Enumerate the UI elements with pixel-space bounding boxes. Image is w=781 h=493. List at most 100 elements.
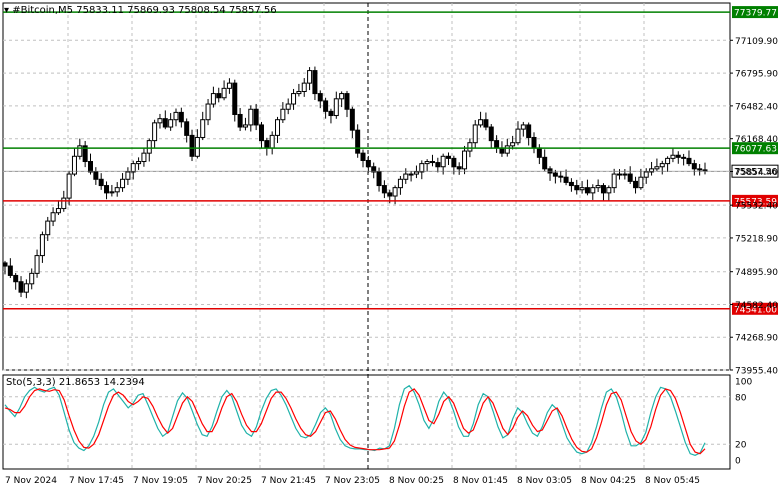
price-tick-label: 75218.90 xyxy=(735,234,778,244)
candle-body xyxy=(456,166,462,170)
candle-body xyxy=(258,124,264,142)
candle-body xyxy=(638,176,644,189)
price-tick-label: 75532.40 xyxy=(735,202,778,212)
candle-body xyxy=(82,145,88,163)
candle-body xyxy=(451,157,457,168)
candle-body xyxy=(194,136,200,157)
stoch-tick-label: 20 xyxy=(735,441,747,451)
candle-body xyxy=(633,180,639,189)
candle-body xyxy=(622,173,628,176)
candle-body xyxy=(120,178,126,189)
candle-body xyxy=(98,178,104,187)
time-tick-label: 7 Nov 17:45 xyxy=(69,476,124,486)
candle-body xyxy=(307,70,313,84)
stoch-signal-line xyxy=(4,388,706,455)
time-tick-label: 7 Nov 21:45 xyxy=(261,476,316,486)
candle-body xyxy=(291,93,297,105)
price-tick-label: 74268.90 xyxy=(735,334,778,344)
candle-body xyxy=(275,119,281,136)
candle-body xyxy=(531,136,537,149)
time-axis: 7 Nov 2024 7 Nov 17:45 7 Nov 19:05 7 Nov 20… xyxy=(5,476,700,486)
candle-body xyxy=(317,93,323,102)
candle-body xyxy=(189,134,195,157)
candle-body xyxy=(173,111,179,121)
candle-body xyxy=(323,100,329,112)
candle-body xyxy=(494,140,500,149)
price-tick-label: 76168.40 xyxy=(735,135,778,145)
candle-body xyxy=(590,187,596,194)
candle-body xyxy=(285,103,291,110)
candle-body xyxy=(365,159,371,168)
candle-body xyxy=(440,155,446,168)
candle-body xyxy=(109,191,115,194)
level-label-bg xyxy=(732,6,778,19)
candles xyxy=(2,66,708,299)
candle-body xyxy=(483,119,489,128)
candle-body xyxy=(104,185,110,194)
candle-body xyxy=(55,208,61,214)
candle-body xyxy=(446,155,452,159)
candle-body xyxy=(563,176,569,183)
candle-body xyxy=(312,70,318,95)
candle-body xyxy=(93,171,99,180)
candle-body xyxy=(515,128,521,144)
candle-body xyxy=(162,118,168,128)
candle-body xyxy=(39,234,45,257)
candle-body xyxy=(552,172,558,177)
candle-body xyxy=(253,108,259,126)
candle-body xyxy=(221,87,227,99)
price-tick-label: 74582.40 xyxy=(735,301,778,311)
candle-body xyxy=(478,119,484,126)
candle-body xyxy=(435,162,441,168)
candle-body xyxy=(50,212,56,222)
candle-body xyxy=(488,126,494,142)
price-tick-label: 73955.40 xyxy=(735,367,778,377)
candle-body xyxy=(178,111,184,123)
candle-body xyxy=(665,157,671,165)
current-price-label: 75857.56 xyxy=(734,168,777,178)
candle-body xyxy=(675,154,681,158)
time-tick-label: 7 Nov 2024 xyxy=(5,476,57,486)
candle-body xyxy=(210,93,216,105)
candle-body xyxy=(627,173,633,182)
candle-body xyxy=(226,82,232,89)
candle-body xyxy=(542,156,548,170)
candle-body xyxy=(568,181,574,187)
stoch-header: Sto(5,3,3) 21.8653 14.2394 xyxy=(6,377,145,388)
time-tick-label: 7 Nov 19:05 xyxy=(133,476,188,486)
candle-body xyxy=(23,283,29,293)
candle-body xyxy=(659,163,665,168)
candle-body xyxy=(403,173,409,180)
candle-body xyxy=(691,163,697,170)
price-tick-label: 77109.90 xyxy=(735,37,778,47)
stoch-tick-label: 100 xyxy=(735,378,752,388)
candle-body xyxy=(216,93,222,99)
candle-body xyxy=(595,185,601,189)
price-tick-label: 75854.40 xyxy=(735,168,778,178)
candle-body xyxy=(697,168,703,171)
level-label: 77379.77 xyxy=(734,9,777,19)
candle-body xyxy=(296,90,302,95)
level-label: 76077.63 xyxy=(734,145,777,155)
candle-body xyxy=(344,93,350,110)
candle-body xyxy=(504,145,510,154)
candle-body xyxy=(376,171,382,187)
candle-body xyxy=(349,108,355,131)
candle-body xyxy=(371,166,377,173)
stoch-main-line xyxy=(4,384,706,456)
candle-body xyxy=(61,197,67,210)
candle-body xyxy=(7,265,13,276)
candle-body xyxy=(558,175,564,178)
stoch-frame xyxy=(2,374,731,470)
candle-body xyxy=(462,150,468,170)
candle-body xyxy=(408,173,414,176)
candle-body xyxy=(200,119,206,138)
candle-body xyxy=(360,152,366,161)
candle-body xyxy=(419,163,425,173)
price-tick-label: 76482.40 xyxy=(735,102,778,112)
candle-body xyxy=(600,185,606,194)
candle-body xyxy=(510,142,516,147)
grid xyxy=(2,2,731,470)
